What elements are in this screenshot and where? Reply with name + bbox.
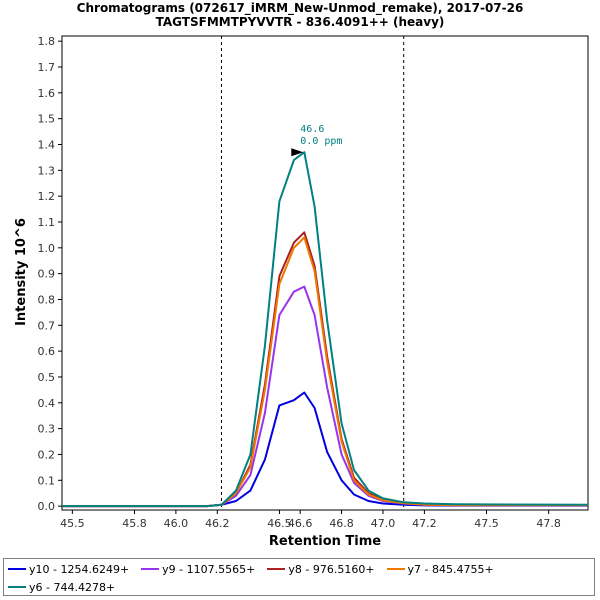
legend-label: y6 - 744.4278+ bbox=[29, 580, 116, 594]
y-tick-label: 1.0 bbox=[38, 242, 56, 255]
legend-row: y6 - 744.4278+ bbox=[8, 579, 127, 595]
legend-swatch-icon bbox=[267, 568, 286, 570]
chart-title: Chromatograms (072617_iMRM_New-Unmod_rem… bbox=[77, 1, 524, 16]
x-tick-label: 47.2 bbox=[412, 517, 437, 530]
y-tick-label: 0.7 bbox=[38, 319, 56, 332]
x-tick-label: 46.6 bbox=[288, 517, 313, 530]
y-tick-label: 0.2 bbox=[38, 448, 56, 461]
y-tick-label: 0.6 bbox=[38, 345, 56, 358]
chart-subtitle: TAGTSFMMTPYVVTR - 836.4091++ (heavy) bbox=[156, 15, 445, 29]
y-axis-label: Intensity 10^6 bbox=[14, 218, 29, 326]
y-tick-label: 1.4 bbox=[38, 138, 56, 151]
y-tick-label: 1.6 bbox=[38, 87, 56, 100]
peak-ppm-label: 0.0 ppm bbox=[300, 136, 342, 147]
x-tick-label: 46.2 bbox=[205, 517, 230, 530]
series-line[interactable] bbox=[62, 151, 589, 508]
y-tick-label: 0.9 bbox=[38, 268, 56, 281]
x-axis: 45.5 45.8 46.0 46.2 46.546.6 46.8 47.0 47.2 47.5… bbox=[60, 510, 561, 530]
legend-label: y8 - 976.5160+ bbox=[288, 562, 375, 576]
x-tick-label: 46.8 bbox=[329, 517, 354, 530]
series-lines bbox=[62, 151, 589, 508]
x-tick-label: 47.5 bbox=[474, 517, 499, 530]
legend-swatch-icon bbox=[8, 586, 26, 588]
x-tick-label: 45.5 bbox=[60, 517, 85, 530]
x-tick-label: 45.8 bbox=[122, 517, 147, 530]
legend-label: y10 - 1254.6249+ bbox=[29, 562, 130, 576]
y-tick-label: 0.4 bbox=[38, 397, 56, 410]
y-tick-label: 0.8 bbox=[38, 293, 56, 306]
series-line[interactable] bbox=[62, 391, 588, 508]
y-tick-label: 1.2 bbox=[38, 190, 56, 203]
x-tick-label: 47.8 bbox=[536, 517, 561, 530]
y-tick-label: 1.8 bbox=[38, 35, 56, 48]
peak-rt-label: 46.6 bbox=[300, 124, 324, 135]
y-tick-label: 1.7 bbox=[38, 61, 56, 74]
legend-row: y10 - 1254.6249+ y9 - 1107.5565+ y8 - 976.… bbox=[8, 561, 506, 577]
peak-annotation: 46.6 0.0 ppm bbox=[291, 124, 342, 157]
legend-item[interactable]: y8 - 976.5160+ bbox=[267, 561, 375, 577]
plot-area[interactable] bbox=[61, 35, 589, 511]
y-tick-label: 1.3 bbox=[38, 164, 56, 177]
y-tick-label: 0.1 bbox=[38, 474, 56, 487]
y-tick-label: 0.0 bbox=[38, 500, 56, 513]
legend-item[interactable]: y10 - 1254.6249+ bbox=[8, 561, 129, 577]
x-tick-label: 47.0 bbox=[371, 517, 396, 530]
legend-item[interactable]: y6 - 744.4278+ bbox=[8, 579, 115, 595]
legend-label: y9 - 1107.5565+ bbox=[162, 562, 256, 576]
peak-marker-icon bbox=[291, 148, 304, 157]
y-tick-label: 0.3 bbox=[38, 423, 56, 436]
y-tick-label: 0.5 bbox=[38, 371, 56, 384]
legend-item[interactable]: y7 - 845.4755+ bbox=[386, 561, 494, 577]
x-tick-label: 46.0 bbox=[164, 517, 189, 530]
legend-swatch-icon bbox=[141, 568, 160, 570]
legend-item[interactable]: y9 - 1107.5565+ bbox=[141, 561, 255, 577]
y-axis: 0.0 0.1 0.2 0.3 0.4 0.5 0.6 0.7 0.8 0.9 1.0 1.1 1.2 1… bbox=[38, 35, 62, 513]
boundary-lines bbox=[220, 36, 405, 510]
legend: y10 - 1254.6249+ y9 - 1107.5565+ y8 - 976.… bbox=[3, 558, 595, 596]
legend-swatch-icon bbox=[386, 568, 405, 570]
legend-label: y7 - 845.4755+ bbox=[407, 562, 494, 576]
x-axis-label: Retention Time bbox=[269, 534, 381, 549]
chart-canvas: Chromatograms (072617_iMRM_New-Unmod_rem… bbox=[14, 1, 589, 549]
y-tick-label: 1.5 bbox=[38, 113, 56, 126]
legend-swatch-icon bbox=[8, 568, 26, 570]
x-tick-label: 46.5 bbox=[267, 517, 292, 530]
y-tick-label: 1.1 bbox=[38, 216, 56, 229]
